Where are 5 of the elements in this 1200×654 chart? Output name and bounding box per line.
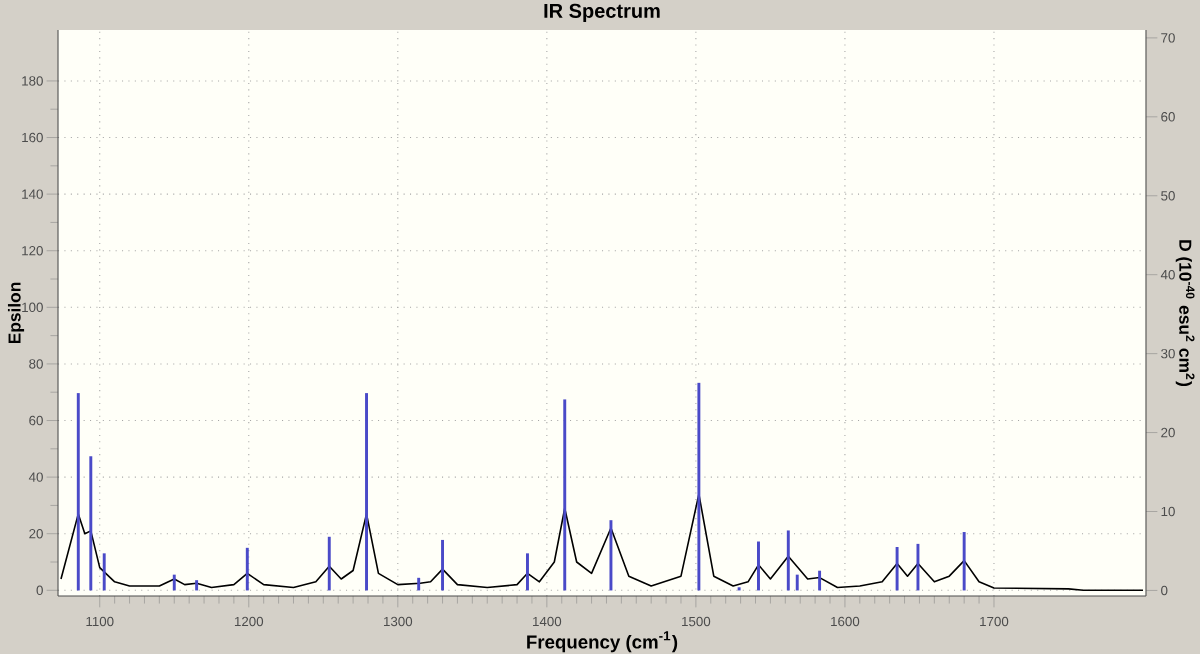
- x-axis-title: Frequency (cm$^{-1}$): [527, 631, 678, 653]
- chart-title: IR Spectrum: [544, 3, 660, 22]
- line-series: [60, 493, 1144, 592]
- y-axis-title: Epsilon: [7, 282, 25, 344]
- y2-axis-title: D (10$^{-40}$ esu$^{2}$ cm$^{2}$): [1175, 240, 1195, 386]
